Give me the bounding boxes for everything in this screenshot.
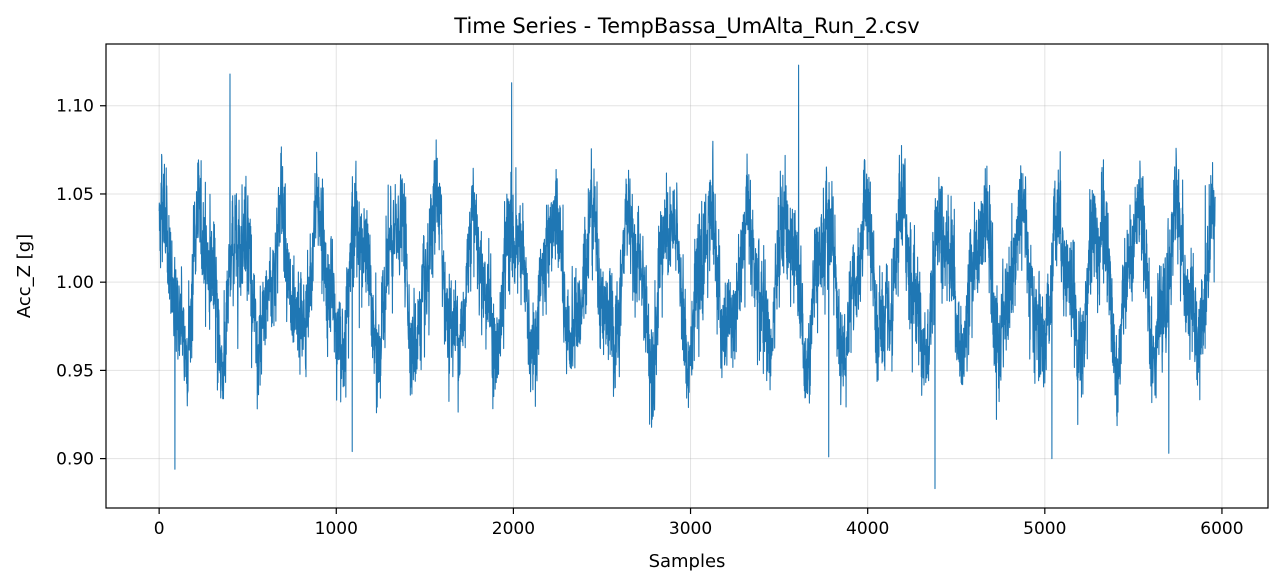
- x-tick-label: 3000: [669, 519, 712, 539]
- y-tick-label: 1.05: [56, 185, 94, 205]
- plot-frame: [105, 43, 1269, 509]
- chart-title: Time Series - TempBassa_UmAlta_Run_2.csv: [453, 14, 919, 39]
- series-line: [158, 64, 1216, 490]
- plot-area: [158, 64, 1216, 490]
- axis-ticks: 0 1000 2000 3000 4000 5000 6000 0.90 0.95 1.00 1.0…: [56, 97, 1243, 539]
- y-tick-label: 0.90: [56, 450, 94, 470]
- x-tick-label: 5000: [1023, 519, 1066, 539]
- x-tick-label: 4000: [846, 519, 889, 539]
- x-tick-label: 2000: [492, 519, 535, 539]
- y-axis-label: Acc_Z [g]: [14, 234, 35, 318]
- y-tick-label: 1.00: [56, 273, 94, 293]
- x-tick-label: 0: [154, 519, 165, 539]
- y-tick-label: 0.95: [56, 361, 94, 381]
- x-tick-label: 6000: [1200, 519, 1243, 539]
- x-axis-label: Samples: [649, 551, 726, 572]
- y-tick-label: 1.10: [56, 97, 94, 117]
- x-tick-label: 1000: [315, 519, 358, 539]
